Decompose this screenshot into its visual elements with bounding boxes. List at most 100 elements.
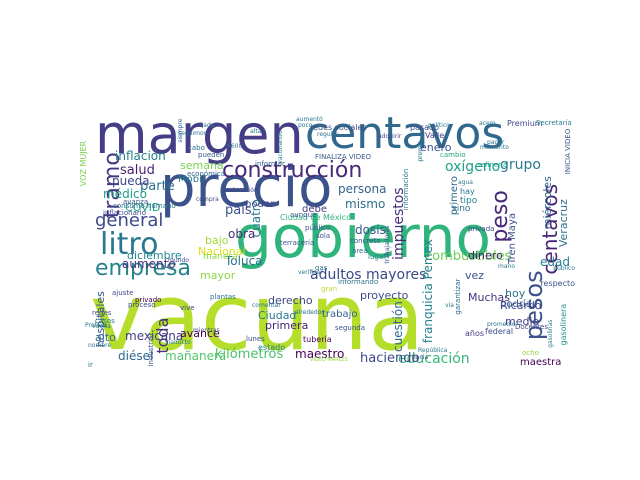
cloud-word: público [553,265,575,272]
cloud-word: Nacional [198,245,246,258]
cloud-word: avance [180,327,220,340]
cloud-word: oxígeno [445,159,501,175]
cloud-word: pagar [487,139,505,146]
cloud-word: Docentes [515,323,548,331]
cloud-word: cada [200,122,215,129]
cloud-word: pasado [410,123,440,132]
cloud-word: dosis [355,223,386,237]
cloud-word: precio [160,155,333,220]
cloud-word: económica [187,170,226,178]
cloud-word: tipo [460,196,478,206]
cloud-word: poder [245,199,275,210]
cloud-word: mismo [345,197,386,211]
cloud-word: sola [316,232,331,240]
cloud-word: enero [420,141,452,154]
cloud-word: Toluca [225,254,263,268]
cloud-word: Ricardo [500,299,542,312]
cloud-word: cabo [188,144,205,152]
cloud-word: industrial [147,333,155,367]
cloud-word: mundo [168,257,189,264]
cloud-word: estado [258,343,286,352]
cloud-word: cuestión [391,301,405,353]
cloud-word: combustibles [425,249,512,264]
cloud-word: mayor [200,269,236,282]
cloud-word: inflación [115,149,166,163]
cloud-word: litro [100,227,159,262]
cloud-word: gran [321,285,338,293]
cloud-word: seguimos [178,130,207,137]
cloud-word: maestra [520,357,562,368]
cloud-word: podría [500,299,532,310]
cloud-word: semana [180,159,224,172]
cloud-word: Veracruz [557,199,570,248]
cloud-word: gobierno [235,203,491,271]
cloud-word: Muchas [468,291,510,304]
cloud-word: centavos [305,108,505,159]
cloud-word: haciendo [360,351,420,366]
cloud-word: ajuste [112,289,134,297]
cloud-word: información [402,168,410,211]
cloud-word: terracería [280,239,315,247]
cloud-word: derecho [268,294,313,307]
cloud-word: margen [95,107,304,166]
cloud-word: viaducto [165,339,191,346]
cloud-word: colocación [226,187,258,194]
cloud-word: hay [460,187,475,196]
cloud-word: acero [479,120,496,127]
cloud-word: compra [196,196,219,203]
cloud-word: Mobil [178,174,205,185]
cloud-word: Secretaría [536,119,572,127]
cloud-word: proceso [128,301,156,309]
cloud-word: educación [398,351,470,367]
cloud-word: vacunando [277,130,284,164]
cloud-word: grupo [500,157,541,173]
cloud-word: ocho [522,349,539,357]
cloud-word: bajo [205,234,229,247]
cloud-word: construcción [222,158,363,183]
cloud-word: alto [95,331,116,344]
cloud-word: hacia [412,354,429,361]
cloud-word: Profeco [85,322,108,329]
cloud-word: aumentó [296,116,323,123]
cloud-word: alta [250,128,262,135]
cloud-word: público [305,224,331,232]
cloud-word: maestro [295,347,345,361]
cloud-word: médico [103,187,147,201]
cloud-word: adultos mayores [310,267,427,283]
cloud-word: garantizar [454,278,462,315]
cloud-word: concreto [350,237,381,245]
cloud-word: plantas [210,293,236,301]
cloud-word: adquirir [378,133,402,140]
cloud-word: sino [452,204,471,214]
cloud-word: verificar [298,269,323,276]
cloud-word: diciembre [127,249,182,262]
cloud-word: momento [480,144,509,151]
cloud-word: inflacionario [103,209,146,217]
cloud-word: político [428,122,450,129]
cloud-word: primera [265,319,309,332]
cloud-word: Valle [425,131,445,140]
cloud-word: miércoles [541,176,554,230]
cloud-word: trabajo [322,309,358,320]
cloud-word: aunque [290,211,317,219]
cloud-word: vía [445,302,454,309]
cloud-word: mexicana [125,329,184,343]
cloud-word: lunes [246,335,265,343]
cloud-word: pueden [198,151,225,159]
cloud-word: pueda [112,174,150,188]
cloud-word: parte [140,179,175,194]
cloud-word: redes sociales [310,123,367,132]
cloud-word: República [418,347,448,354]
cloud-word: vive [180,304,195,312]
cloud-word: manera [203,252,238,262]
cloud-word: comentar [252,302,281,309]
cloud-word: dinero [468,249,503,262]
cloud-word: VIDEO MARLES [310,357,348,363]
cloud-word: aumento [122,257,176,271]
cloud-word: refinería [478,161,508,169]
cloud-word: 6600 [227,143,243,150]
cloud-word: franquicia Pemex [421,239,435,344]
cloud-word: premio [417,140,424,162]
cloud-word: consumo humano [113,202,176,210]
